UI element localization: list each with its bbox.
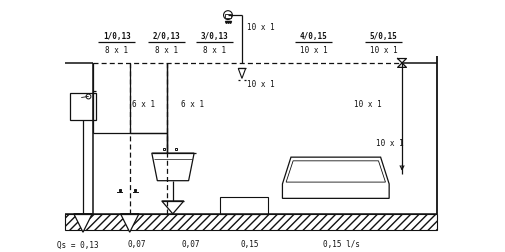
Text: 4/0,15: 4/0,15 <box>299 32 327 41</box>
Text: 10 x 1: 10 x 1 <box>247 79 275 88</box>
Polygon shape <box>282 158 388 199</box>
Bar <box>65 214 436 231</box>
Text: 10 x 1: 10 x 1 <box>369 46 397 55</box>
Text: 8 x 1: 8 x 1 <box>155 46 178 55</box>
Bar <box>220 198 267 214</box>
Text: 0,15 l/s: 0,15 l/s <box>322 240 359 248</box>
Text: 5/0,15: 5/0,15 <box>369 32 397 41</box>
Text: 8 x 1: 8 x 1 <box>203 46 225 55</box>
Polygon shape <box>162 201 183 214</box>
Text: 6 x 1: 6 x 1 <box>131 100 155 109</box>
Text: 1/0,13: 1/0,13 <box>103 32 130 41</box>
Text: 0,15: 0,15 <box>240 240 258 248</box>
Polygon shape <box>238 69 245 79</box>
Text: 0,07: 0,07 <box>181 240 199 248</box>
Text: 8 x 1: 8 x 1 <box>105 46 128 55</box>
Text: 3/0,13: 3/0,13 <box>200 32 228 41</box>
Bar <box>225 15 230 19</box>
Text: 2/0,13: 2/0,13 <box>153 32 180 41</box>
Polygon shape <box>74 214 92 232</box>
Text: 10 x 1: 10 x 1 <box>247 23 275 32</box>
Text: 6 x 1: 6 x 1 <box>181 100 204 109</box>
Text: 10 x 1: 10 x 1 <box>376 138 403 147</box>
Text: 0,07: 0,07 <box>128 240 146 248</box>
Circle shape <box>223 12 232 20</box>
Text: 10 x 1: 10 x 1 <box>354 100 381 109</box>
Text: 10 x 1: 10 x 1 <box>299 46 327 55</box>
Polygon shape <box>120 214 139 232</box>
Polygon shape <box>152 153 194 181</box>
Text: Qs = 0,13: Qs = 0,13 <box>57 240 98 248</box>
Bar <box>70 94 96 120</box>
